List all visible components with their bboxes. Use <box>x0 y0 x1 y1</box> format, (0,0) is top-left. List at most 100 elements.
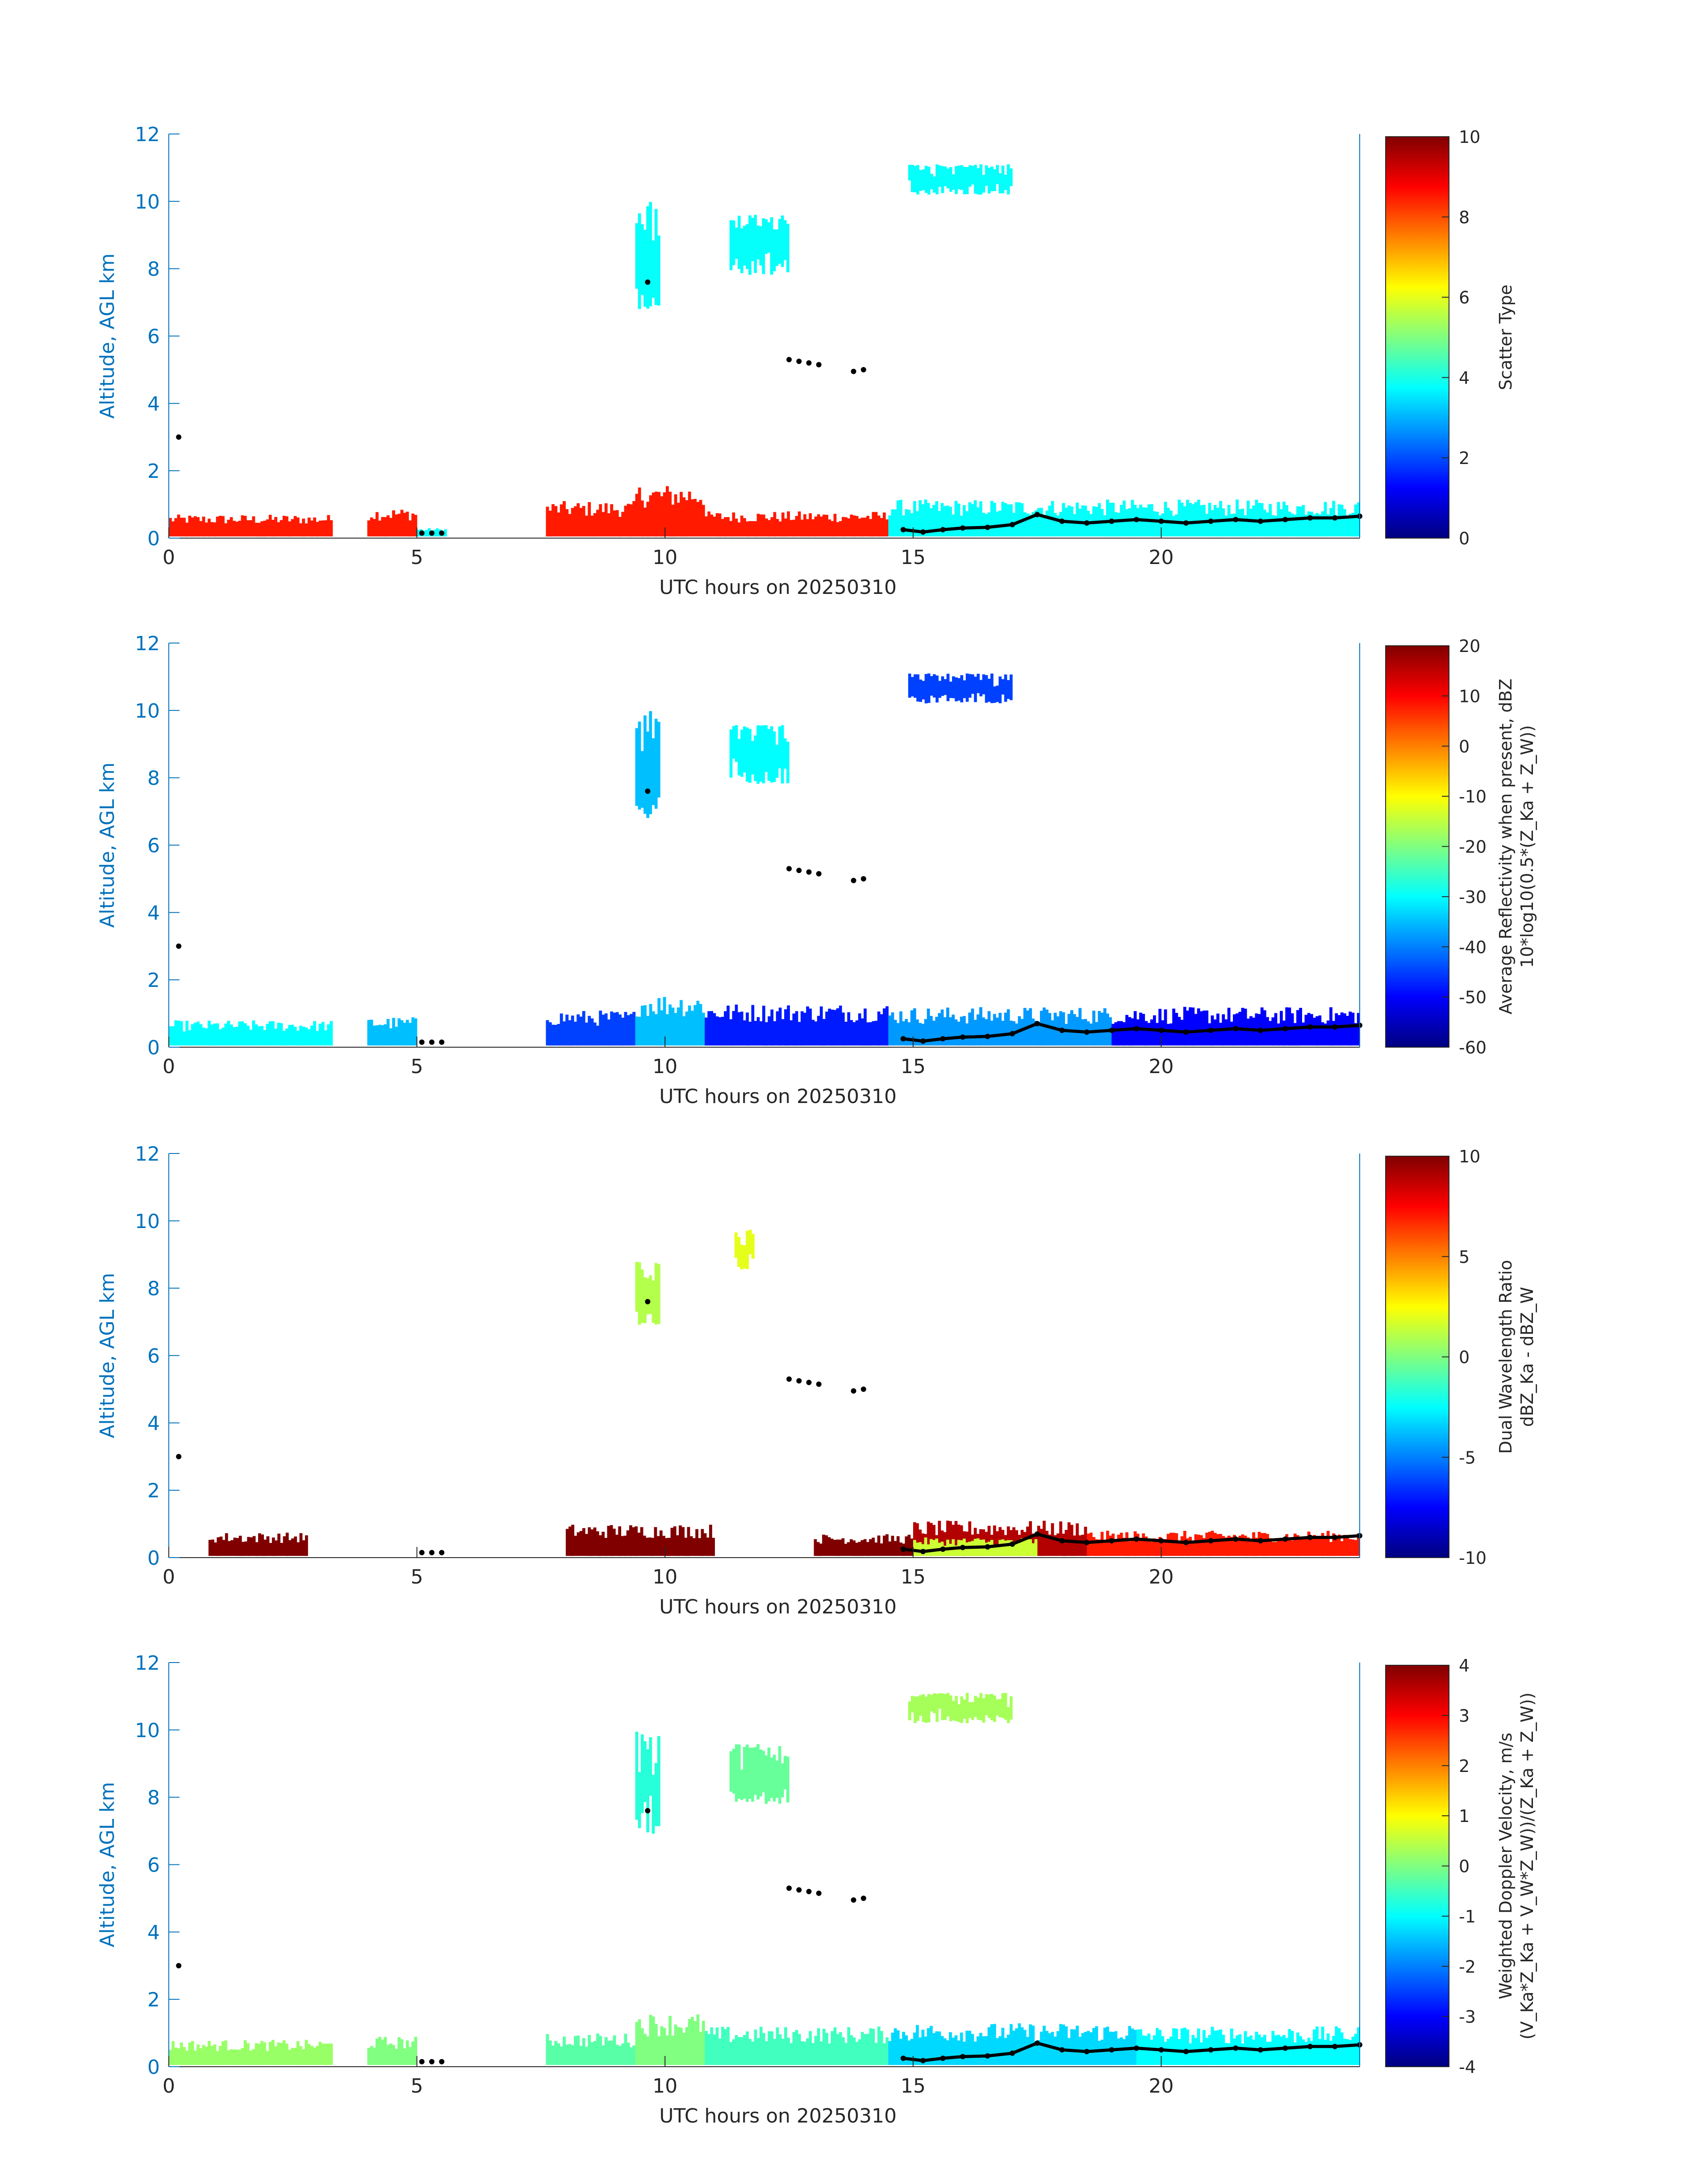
heatmap-cell <box>885 1534 889 1556</box>
heatmap-cell <box>551 1024 555 1046</box>
heatmap-cell <box>1065 1530 1068 1556</box>
heatmap-cell <box>998 2036 1002 2065</box>
heatmap-cell <box>646 1749 650 1833</box>
heatmap-cell <box>1194 1534 1198 1556</box>
heatmap-cell <box>560 1013 563 1046</box>
heatmap-cell <box>1249 509 1253 537</box>
heatmap-cell <box>955 1696 958 1722</box>
heatmap-cell <box>626 2043 630 2065</box>
y-axis-label: Altitude, AGL km <box>96 1273 119 1438</box>
heatmap-cell <box>852 2037 856 2065</box>
heatmap-cell <box>403 2048 406 2065</box>
heatmap-cell <box>590 515 594 537</box>
heatmap-cell <box>1051 1020 1054 1046</box>
heatmap-cell <box>1285 2038 1289 2065</box>
heatmap-cell <box>963 680 966 698</box>
heatmap-cell <box>737 1012 741 1046</box>
heatmap-cell <box>1128 1017 1132 1046</box>
heatmap-cell <box>946 1007 949 1046</box>
heatmap-cell <box>938 165 941 187</box>
heatmap-cell <box>1241 509 1244 537</box>
heatmap-cell <box>732 2039 735 2065</box>
heatmap-cell <box>1280 509 1283 537</box>
heatmap-cell <box>1070 2029 1073 2065</box>
heatmap-cell <box>1010 674 1013 700</box>
heatmap-cell <box>1257 1532 1261 1556</box>
heatmap-cell <box>213 2044 217 2065</box>
heatmap-cell <box>1092 1011 1095 1046</box>
heatmap-cell <box>1246 1537 1250 1556</box>
heatmap-cell <box>1001 679 1005 695</box>
heatmap-cell <box>238 1021 242 1046</box>
cloud-base-marker <box>645 1808 651 1813</box>
heatmap-cell <box>1103 515 1107 537</box>
heatmap-cell <box>883 1535 886 1556</box>
heatmap-cell <box>1199 2042 1203 2065</box>
heatmap-cell <box>610 1011 614 1046</box>
heatmap-cell <box>1172 2028 1175 2065</box>
heatmap-cell <box>225 1533 228 1556</box>
heatmap-cell <box>1053 1535 1057 1556</box>
heatmap-cell <box>773 2039 777 2065</box>
colorbar-tick-label: -20 <box>1459 837 1487 857</box>
heatmap-cell <box>554 1024 558 1046</box>
cloud-base-marker <box>860 1895 866 1901</box>
heatmap-cell <box>1249 1538 1253 1556</box>
heatmap-cell <box>280 1023 283 1046</box>
heatmap-cell <box>624 2034 627 2065</box>
heatmap-cell <box>649 1004 652 1046</box>
heatmap-cell <box>585 1534 588 1556</box>
heatmap-cell <box>217 1537 220 1556</box>
heatmap-cell <box>202 516 205 537</box>
heatmap-cell <box>737 739 741 776</box>
heatmap-cell <box>411 2041 415 2065</box>
cloud-base-marker <box>806 1889 812 1894</box>
heatmap-cell <box>324 2043 327 2065</box>
cloud-base-marker <box>786 1885 792 1891</box>
heatmap-cell <box>759 514 763 537</box>
heatmap-cell <box>685 2027 689 2065</box>
heatmap-cell <box>949 681 952 698</box>
heatmap-cell <box>927 503 930 537</box>
heatmap-cell <box>929 508 933 537</box>
heatmap-cell <box>798 2034 801 2065</box>
heatmap-cell <box>872 512 875 537</box>
heatmap-cell <box>630 1014 633 1046</box>
heatmap-cell <box>707 2034 710 2065</box>
heatmap-cell <box>996 511 999 537</box>
heatmap-cell <box>218 516 222 537</box>
heatmap-cell <box>935 1538 939 1556</box>
heatmap-cell <box>291 2047 294 2065</box>
heatmap-cell <box>767 729 771 781</box>
heatmap-cell <box>864 1008 867 1046</box>
heatmap-cell <box>998 676 1002 703</box>
heatmap-cell <box>1274 1542 1278 1556</box>
heatmap-cell <box>979 1693 983 1721</box>
colorbar-tick-label: 0 <box>1459 737 1470 756</box>
heatmap-cell <box>1006 164 1010 195</box>
heatmap-cell <box>1119 2037 1123 2065</box>
heatmap-cell <box>313 2047 316 2065</box>
heatmap-cell <box>403 1023 406 1046</box>
colorbar-tick-label: 5 <box>1459 1247 1470 1267</box>
heatmap-cell <box>641 2028 644 2065</box>
heatmap-cell <box>1048 506 1052 537</box>
heatmap-cell <box>1271 515 1275 537</box>
heatmap-cell <box>759 1021 763 1046</box>
heatmap-cell <box>921 504 925 537</box>
heatmap-cell <box>1100 2039 1104 2065</box>
heatmap-cell <box>993 1695 996 1722</box>
heatmap-cell <box>814 2036 818 2065</box>
heatmap-cell <box>764 219 768 254</box>
heatmap-cell <box>280 1543 284 1556</box>
heatmap-cell <box>737 1744 741 1799</box>
heatmap-cell <box>1006 2035 1010 2065</box>
colorbar-tick-label: 0 <box>1459 1348 1470 1367</box>
heatmap-cell <box>781 1019 785 1046</box>
heatmap-cell <box>971 504 974 537</box>
heatmap-cell <box>899 1011 902 1046</box>
heatmap-cell <box>565 1015 569 1046</box>
heatmap-cell <box>666 2035 669 2065</box>
heatmap-cell <box>624 506 627 537</box>
